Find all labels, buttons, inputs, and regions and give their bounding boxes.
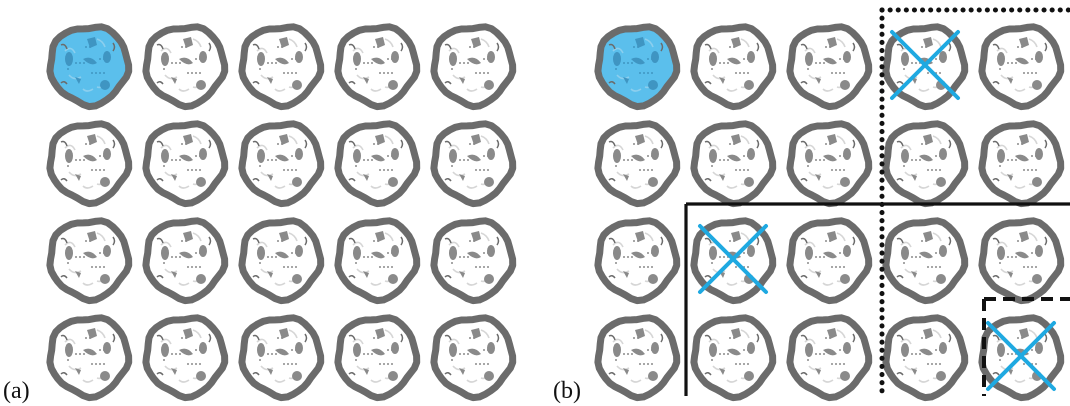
dashed-region [982,297,1070,396]
panel-a-label: (a) [3,378,30,404]
cookie [786,23,873,111]
cookie [978,23,1065,111]
cookie [882,217,969,305]
cookie [690,120,777,208]
cookie [142,120,229,208]
cookie [238,217,325,305]
cookie [882,314,969,402]
cookie [334,217,421,305]
cookie [238,314,325,402]
panel-b-label: (b) [553,378,581,404]
cookie [238,120,325,208]
cookie [430,23,517,111]
cookie [690,23,777,111]
cookie [786,217,873,305]
cookie [882,120,969,208]
highlighted-cookie [594,23,681,111]
cookie [334,314,421,402]
cookie [786,314,873,402]
cross-mark [890,30,960,100]
cookie [142,23,229,111]
cookie [430,120,517,208]
cookie [786,120,873,208]
cookie [978,217,1065,305]
cookie [978,120,1065,208]
cookie [238,23,325,111]
cookie [334,120,421,208]
cookie [46,217,133,305]
panel-b [594,7,1070,402]
cookie [594,120,681,208]
cookie [430,217,517,305]
cookie [594,314,681,402]
cookie [46,120,133,208]
cross-mark [698,224,768,294]
cookie [46,314,133,402]
panel-a [46,23,517,402]
cookie [142,217,229,305]
cross-mark [986,321,1056,391]
solid-region [684,202,1070,396]
cookie [690,314,777,402]
cookie [334,23,421,111]
cookie [142,314,229,402]
cookie [594,217,681,305]
cookie [430,314,517,402]
highlighted-cookie [46,23,133,111]
